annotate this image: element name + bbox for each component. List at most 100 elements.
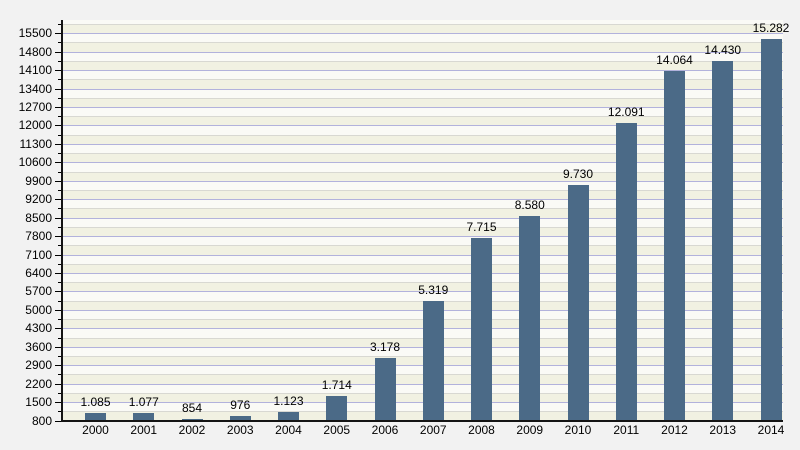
y-tick-label: 4300 [25,321,52,336]
y-axis-major-tick [55,144,62,145]
y-tick-label: 10600 [18,155,52,170]
y-tick-label: 2900 [25,358,52,373]
bar [760,38,782,421]
y-axis-minor-tick [58,153,62,154]
grid-band-cream [62,153,783,163]
major-gridline [62,236,783,238]
major-gridline [62,199,783,201]
y-axis-major-tick [55,162,62,163]
major-gridline [62,272,783,274]
grid-band-cream [62,300,783,310]
y-tick-label: 14800 [18,44,52,59]
grid-band-cream [62,116,783,126]
y-axis-minor-tick [58,411,62,412]
bar [422,301,444,421]
y-tick-label: 7100 [25,247,52,262]
grid-band-cream [62,245,783,255]
y-axis-major-tick [55,33,62,34]
bar [519,215,541,421]
y-tick-label: 3600 [25,339,52,354]
minor-gridline [62,245,783,247]
bar [664,71,685,421]
y-axis-major-tick [55,181,62,182]
y-axis-minor-tick [58,172,62,173]
minor-gridline [62,355,783,357]
bar-value-label: 5.319 [418,283,449,298]
y-tick-label: 9900 [25,173,52,188]
bar-value-label: 976 [230,397,251,412]
bar-value-label: 8.580 [514,197,545,212]
bar-value-label: 1.123 [273,393,304,408]
minor-gridline [62,226,783,228]
y-axis-minor-tick [58,98,62,99]
y-axis-major-tick [55,402,62,403]
minor-gridline [62,374,783,376]
x-tick-label: 2012 [661,423,688,437]
grid-band-cream [62,79,783,89]
minor-gridline [62,337,783,339]
major-gridline [62,143,783,145]
y-axis-minor-tick [58,264,62,265]
y-axis-minor-tick [58,227,62,228]
y-axis-minor-tick [58,338,62,339]
bar-value-label: 1.085 [80,394,111,409]
bar-value-label: 854 [181,401,203,416]
x-tick-label: 2001 [130,423,158,437]
grid-band-cream [62,263,783,273]
x-tick-label: 2002 [178,423,206,437]
minor-gridline [62,319,783,321]
bar [181,419,203,421]
x-tick-label: 2007 [419,423,447,437]
bar-value-label: 14.430 [704,43,742,58]
y-tick-label: 9200 [25,192,52,207]
bar [615,123,637,421]
x-axis-line [60,420,783,422]
y-axis-major-tick [55,125,62,126]
grid-band-cream [62,97,783,107]
y-axis-minor-tick [58,135,62,136]
bar-value-label: 12.091 [607,105,645,120]
y-axis-minor-tick [58,393,62,394]
y-tick-label: 15500 [18,26,52,41]
y-axis-major-tick [55,255,62,256]
major-gridline [62,125,783,127]
bar [326,396,348,421]
y-axis-minor-tick [58,301,62,302]
y-tick-label: 11300 [19,136,52,151]
bar-value-label: 3.178 [369,339,401,354]
bar [567,185,589,421]
y-axis-minor-tick [58,319,62,320]
y-axis-major-tick [55,273,62,274]
y-axis-minor-tick [58,356,62,357]
major-gridline [62,402,783,404]
y-axis-major-tick [55,384,62,385]
grid-band-cream [62,60,783,71]
x-tick-label: 2011 [613,423,640,437]
grid-band-cream [62,208,783,218]
major-gridline [62,88,783,90]
x-tick-label: 2004 [275,423,302,437]
minor-gridline [62,60,783,62]
y-tick-label: 12700 [18,99,52,114]
x-tick-label: 2000 [82,423,109,437]
grid-band-cream [62,319,783,329]
y-tick-label: 7800 [25,229,52,244]
x-tick-label: 2003 [226,423,254,437]
y-axis-major-tick [55,421,62,422]
y-axis-minor-tick [58,190,62,191]
major-gridline [62,33,783,35]
grid-band-cream [62,42,783,52]
y-axis-major-tick [55,89,62,90]
minor-gridline [62,171,783,173]
major-gridline [62,346,783,348]
major-gridline [62,254,783,256]
y-tick-label: 5700 [25,284,52,299]
y-tick-label: 8500 [25,210,52,225]
y-tick-label: 6400 [25,265,52,280]
grid-band-cream [62,226,783,237]
major-gridline [62,365,783,367]
y-axis-minor-tick [58,374,62,375]
minor-gridline [62,411,783,413]
x-tick-label: 2009 [516,423,544,437]
